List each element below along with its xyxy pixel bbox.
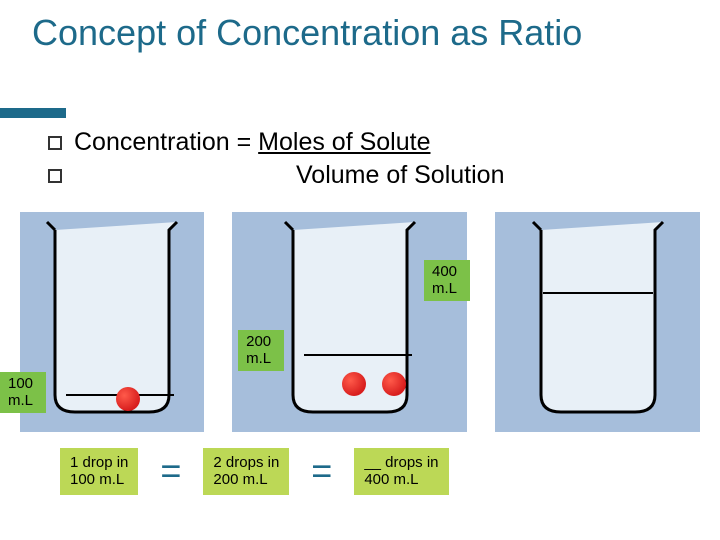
formula-numerator: Moles of Solute	[258, 128, 430, 156]
caption-badge: 1 drop in 100 m.L	[60, 448, 138, 495]
equals-sign: =	[138, 450, 203, 492]
caption-badge: __ drops in 400 m.L	[354, 448, 448, 495]
bullet-icon	[48, 136, 62, 150]
solute-drop	[382, 372, 406, 396]
equals-sign: =	[289, 450, 354, 492]
volume-badge: 400 m.L	[424, 260, 470, 301]
formula-block: Concentration = Moles of Solute Volume o…	[48, 128, 504, 190]
caption-badge: 2 drops in 200 m.L	[203, 448, 289, 495]
beaker-panel	[495, 212, 700, 432]
beaker-icon	[523, 220, 673, 420]
caption-row: 1 drop in 100 m.L = 2 drops in 200 m.L =…	[20, 448, 700, 495]
fill-line	[543, 292, 653, 294]
beaker-icon	[37, 220, 187, 420]
volume-badge: 100 m.L	[0, 372, 46, 413]
volume-badge: 200 m.L	[238, 330, 284, 371]
solute-drop	[116, 387, 140, 411]
beaker-panel: 200 m.L	[232, 212, 467, 432]
solute-drop	[342, 372, 366, 396]
formula-denominator: Volume of Solution	[74, 161, 504, 190]
diagram-area: 100 m.L 200 m.L 400 m.L	[20, 212, 700, 452]
slide-title: Concept of Concentration as Ratio	[0, 0, 720, 53]
formula-lhs: Concentration =	[74, 128, 258, 156]
beaker-panel	[20, 212, 204, 432]
title-underline	[0, 108, 66, 118]
fill-line	[304, 354, 412, 356]
bullet-icon	[48, 169, 62, 183]
